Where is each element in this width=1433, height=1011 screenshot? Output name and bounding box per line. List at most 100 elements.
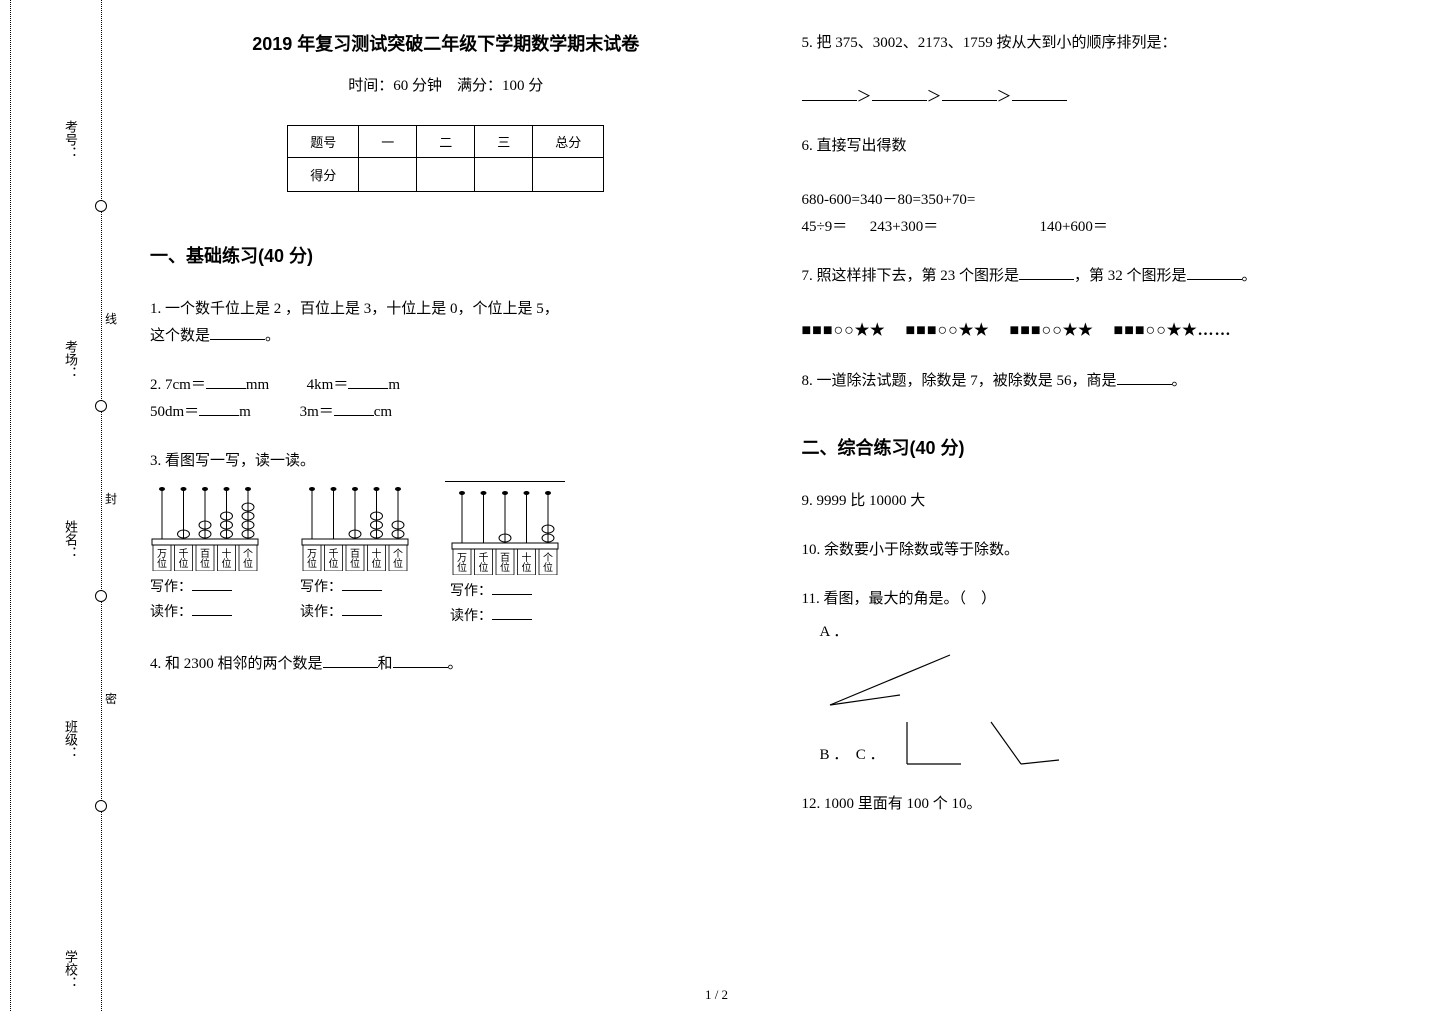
binding-hole-icon bbox=[95, 590, 107, 602]
abacus-write-line: 写作： bbox=[300, 575, 382, 600]
q2d-unit: cm bbox=[374, 404, 392, 420]
q7b: ，第 32 个图形是 bbox=[1074, 268, 1187, 284]
q11: 11. 看图，最大的角是。（ ） A ． B ． C ． bbox=[802, 586, 1394, 769]
q4-blank2 bbox=[393, 653, 448, 668]
svg-text:位: 位 bbox=[329, 557, 339, 570]
q2a-blank bbox=[206, 374, 246, 389]
svg-text:位: 位 bbox=[543, 561, 553, 574]
binding-column: 考号： 考场： 姓名： 班级： 学校： 线 封 密 bbox=[10, 0, 130, 1011]
abacus-icon: 万位千位百位十位个位 bbox=[300, 481, 410, 571]
binding-hole-icon bbox=[95, 400, 107, 412]
score-th-1: 一 bbox=[359, 126, 417, 158]
q6-l2b: 243+300＝ bbox=[870, 219, 938, 235]
q2a-unit: mm bbox=[246, 377, 269, 393]
q5-blank bbox=[942, 86, 997, 101]
svg-text:位: 位 bbox=[522, 561, 532, 574]
q9: 9. 9999 比 10000 大 bbox=[802, 488, 1394, 515]
q6-l1: 680-600=340－80=350+70= bbox=[802, 192, 976, 208]
q4-mid: 和 bbox=[378, 656, 393, 672]
q5-text: 5. 把 375、3002、2173、1759 按从大到小的顺序排列是： bbox=[802, 35, 1177, 51]
q6: 6. 直接写出得数 680-600=340－80=350+70= 45÷9＝ 2… bbox=[802, 133, 1394, 241]
q8-blank bbox=[1117, 370, 1172, 385]
binding-label-school: 学校： bbox=[61, 950, 80, 989]
q2a: 2. 7cm＝ bbox=[150, 377, 206, 393]
q7-tail: 。 bbox=[1242, 268, 1257, 284]
q2b-unit: m bbox=[388, 377, 400, 393]
q5-blank bbox=[872, 86, 927, 101]
svg-text:位: 位 bbox=[157, 557, 167, 570]
q11-optBC-label: B ． C ． bbox=[820, 742, 885, 769]
q11-figures: A ． B ． C ． bbox=[820, 619, 1394, 769]
seal-char-feng: 封 bbox=[105, 490, 117, 507]
q8: 8. 一道除法试题，除数是 7，被除数是 56，商是。 bbox=[802, 368, 1394, 395]
abacus-icon: 万位千位百位十位个位 bbox=[150, 481, 260, 571]
q2d-blank bbox=[334, 401, 374, 416]
q7a: 7. 照这样排下去，第 23 个图形是 bbox=[802, 268, 1020, 284]
seal-char-xian: 线 bbox=[105, 310, 117, 327]
abacus-item: 万位千位百位十位个位写作：读作： bbox=[450, 481, 565, 629]
q4-blank1 bbox=[323, 653, 378, 668]
score-cell bbox=[359, 158, 417, 192]
svg-text:位: 位 bbox=[243, 557, 253, 570]
q7-pattern-unit: ■■■○○★★ bbox=[1010, 322, 1094, 339]
q3: 3. 看图写一写，读一读。 万位千位百位十位个位写作：读作：万位千位百位十位个位… bbox=[150, 448, 742, 629]
q2c-unit: m bbox=[239, 404, 251, 420]
q6-l2a: 45÷9＝ bbox=[802, 219, 848, 235]
q7: 7. 照这样排下去，第 23 个图形是 ，第 32 个图形是 。 ■■■○○★★ ■… bbox=[802, 263, 1394, 346]
score-table: 题号 一 二 三 总分 得分 bbox=[287, 125, 604, 192]
q5-blank bbox=[1012, 86, 1067, 101]
q6-text: 6. 直接写出得数 bbox=[802, 138, 907, 154]
abacus-row: 万位千位百位十位个位写作：读作：万位千位百位十位个位写作：读作：万位千位百位十位… bbox=[150, 481, 742, 629]
svg-text:位: 位 bbox=[200, 557, 210, 570]
q3-text: 3. 看图写一写，读一读。 bbox=[150, 453, 315, 469]
binding-inner: 考号： 考场： 姓名： 班级： 学校： 线 封 密 bbox=[11, 0, 130, 1011]
svg-text:位: 位 bbox=[179, 557, 189, 570]
score-cell bbox=[533, 158, 604, 192]
right-column: 5. 把 375、3002、2173、1759 按从大到小的顺序排列是： ＞＞＞… bbox=[802, 30, 1394, 991]
abacus-icon: 万位千位百位十位个位 bbox=[450, 485, 560, 575]
abacus-item: 万位千位百位十位个位写作：读作： bbox=[150, 481, 260, 629]
binding-label-examno: 考号： bbox=[61, 120, 80, 159]
abacus-read-line: 读作： bbox=[300, 600, 382, 625]
q5: 5. 把 375、3002、2173、1759 按从大到小的顺序排列是： ＞＞＞ bbox=[802, 30, 1394, 111]
score-cell bbox=[475, 158, 533, 192]
svg-text:位: 位 bbox=[372, 557, 382, 570]
score-th-3: 三 bbox=[475, 126, 533, 158]
q4-tail: 。 bbox=[448, 656, 463, 672]
binding-label-room: 考场： bbox=[61, 340, 80, 379]
score-th-2: 二 bbox=[417, 126, 475, 158]
seal-char-mi: 密 bbox=[105, 690, 117, 707]
q11-text: 11. 看图，最大的角是。（ ） bbox=[802, 591, 996, 607]
q1-text-b: 这个数是 bbox=[150, 328, 210, 344]
exam-subtitle: 时间：60 分钟 满分：100 分 bbox=[150, 74, 742, 95]
q4: 4. 和 2300 相邻的两个数是和。 bbox=[150, 651, 742, 678]
svg-text:位: 位 bbox=[222, 557, 232, 570]
left-column: 2019 年复习测试突破二年级下学期数学期末试卷 时间：60 分钟 满分：100… bbox=[150, 30, 742, 991]
binding-label-name: 姓名： bbox=[61, 520, 80, 559]
q2b: 4km＝ bbox=[307, 377, 349, 393]
q7-blank1 bbox=[1019, 265, 1074, 280]
abacus-read-line: 读作： bbox=[150, 600, 232, 625]
section-1-heading: 一、基础练习(40 分) bbox=[150, 242, 742, 268]
binding-hole-icon bbox=[95, 800, 107, 812]
q11-optA-label: A ． bbox=[820, 619, 1394, 646]
angle-c-icon bbox=[983, 714, 1063, 769]
score-th-total: 总分 bbox=[533, 126, 604, 158]
score-row-label: 得分 bbox=[288, 158, 359, 192]
svg-text:位: 位 bbox=[307, 557, 317, 570]
section-2-heading: 二、综合练习(40 分) bbox=[802, 434, 1394, 460]
q5-blank bbox=[802, 86, 857, 101]
q10: 10. 余数要小于除数或等于除数。 bbox=[802, 537, 1394, 564]
q7-pattern-row: ■■■○○★★ ■■■○○★★ ■■■○○★★ ■■■○○★★…… bbox=[802, 322, 1232, 339]
binding-fold-line bbox=[101, 0, 102, 1011]
q1-tail: 。 bbox=[265, 328, 280, 344]
angle-b-icon bbox=[899, 714, 969, 769]
q12: 12. 1000 里面有 100 个 10。 bbox=[802, 791, 1394, 818]
abacus-overline bbox=[445, 481, 565, 483]
svg-text:位: 位 bbox=[350, 557, 360, 570]
q2d: 3m＝ bbox=[300, 404, 334, 420]
abacus-read-line: 读作： bbox=[450, 604, 532, 629]
q2c: 50dm＝ bbox=[150, 404, 199, 420]
q6-l2c: 140+600＝ bbox=[1039, 219, 1107, 235]
exam-title: 2019 年复习测试突破二年级下学期数学期末试卷 bbox=[150, 30, 742, 56]
